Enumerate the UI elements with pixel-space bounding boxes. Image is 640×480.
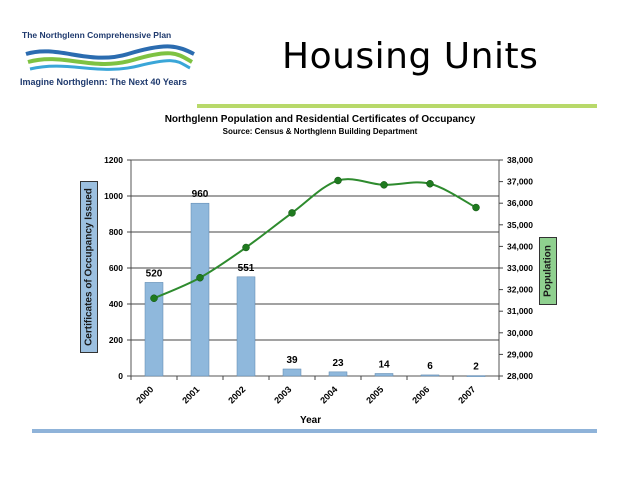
y-right-tick-label: 37,000 xyxy=(507,177,533,187)
population-point xyxy=(334,176,342,185)
logo-wave-cyan xyxy=(29,59,191,71)
bar-value-label: 520 xyxy=(146,268,163,279)
x-category-label: 2006 xyxy=(410,384,431,405)
y-left-tick-label: 1000 xyxy=(104,191,123,201)
bar xyxy=(420,374,440,377)
y-right-tick-label: 30,000 xyxy=(507,328,533,338)
left-axis-label-box: Certificates of Occupancy Issued xyxy=(80,181,98,353)
y-right-tick-label: 28,000 xyxy=(507,371,533,381)
y-right-tick-label: 36,000 xyxy=(507,198,533,208)
x-category-label: 2001 xyxy=(180,384,201,405)
bar-value-label: 6 xyxy=(427,361,433,372)
logo-wave-blue xyxy=(25,44,195,60)
bar-value-label: 2 xyxy=(473,362,479,373)
bar xyxy=(328,371,348,377)
y-right-tick-label: 31,000 xyxy=(507,306,533,316)
y-right-tick-label: 34,000 xyxy=(507,241,533,251)
chart-subtitle: Source: Census & Northglenn Building Dep… xyxy=(222,127,418,136)
x-category-label: 2000 xyxy=(134,384,155,405)
plan-logo: The Northglenn Comprehensive Plan Imagin… xyxy=(18,30,198,90)
bar xyxy=(282,368,302,377)
population-point xyxy=(242,243,250,252)
wave-logo-icon xyxy=(25,44,195,71)
population-point xyxy=(426,180,434,188)
x-axis-label: Year xyxy=(300,415,322,426)
y-left-tick-label: 400 xyxy=(109,299,123,309)
x-category-label: 2007 xyxy=(456,384,477,405)
population-point xyxy=(472,203,480,212)
bar-value-label: 14 xyxy=(378,359,390,370)
x-category-label: 2003 xyxy=(272,384,293,405)
bar-value-label: 960 xyxy=(192,189,209,200)
bar xyxy=(190,202,210,377)
logo-bottom-text: Imagine Northglenn: The Next 40 Years xyxy=(20,77,187,87)
logo-top-text: The Northglenn Comprehensive Plan xyxy=(22,30,172,40)
bar xyxy=(374,373,394,377)
y-left-tick-label: 200 xyxy=(109,335,123,345)
bar xyxy=(466,375,486,377)
population-point xyxy=(196,273,204,282)
y-right-tick-label: 38,000 xyxy=(507,155,533,165)
x-category-label: 2005 xyxy=(364,384,385,405)
bar xyxy=(144,282,164,377)
y-right-tick-label: 33,000 xyxy=(507,263,533,273)
logo-wave-green xyxy=(27,51,193,66)
x-category-label: 2004 xyxy=(318,384,339,405)
y-left-tick-label: 600 xyxy=(109,263,123,273)
divider-top xyxy=(197,104,597,108)
y-right-tick-label: 29,000 xyxy=(507,349,533,359)
population-point xyxy=(288,209,296,217)
slide-title: Housing Units xyxy=(282,36,539,77)
y-left-tick-label: 1200 xyxy=(104,155,123,165)
bar-value-label: 23 xyxy=(332,358,344,369)
y-right-tick-label: 35,000 xyxy=(507,220,533,230)
bar-value-label: 551 xyxy=(238,263,255,274)
right-axis-label-box: Population xyxy=(539,237,557,305)
bar-value-label: 39 xyxy=(286,355,298,366)
population-point xyxy=(150,294,158,302)
population-line xyxy=(153,178,477,300)
population-point xyxy=(380,181,388,189)
chart-title: Northglenn Population and Residential Ce… xyxy=(164,114,476,125)
divider-bottom xyxy=(32,429,597,433)
y-left-tick-label: 0 xyxy=(118,371,123,381)
y-right-tick-label: 32,000 xyxy=(507,285,533,295)
x-category-label: 2002 xyxy=(226,384,247,405)
bar xyxy=(236,276,256,377)
y-left-tick-label: 800 xyxy=(109,227,123,237)
